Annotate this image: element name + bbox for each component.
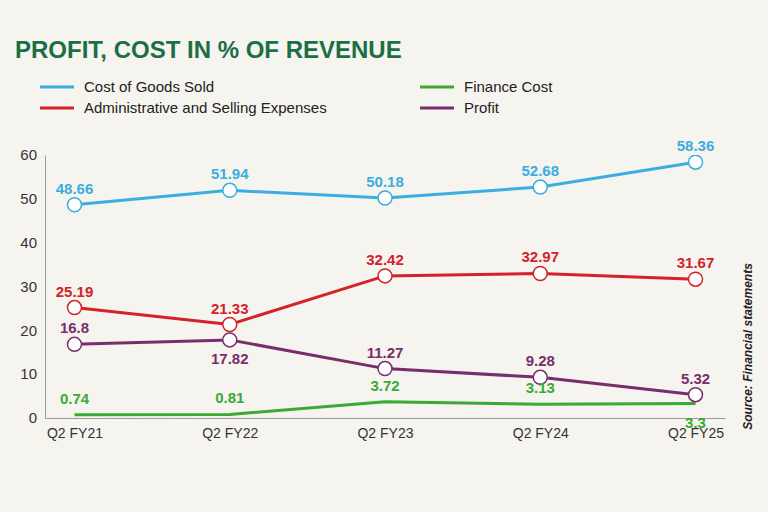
y-tick: 50	[20, 190, 45, 207]
x-tick: Q2 FY21	[47, 418, 103, 441]
source: Source: Financial statements	[741, 263, 755, 430]
legend-label: Profit	[464, 99, 500, 116]
series-marker	[223, 318, 237, 332]
legend: Cost of Goods Sold Administrative and Sel…	[40, 78, 553, 116]
series-marker	[533, 266, 547, 280]
y-tick: 0	[29, 409, 45, 426]
y-tick-label: 20	[20, 322, 37, 339]
y-tick: 20	[20, 322, 45, 339]
series-marker	[689, 388, 703, 402]
x-tick-label: Q2 FY22	[202, 425, 258, 441]
series-marker	[67, 301, 81, 315]
legend-label: Finance Cost	[464, 78, 553, 95]
x-axis: Q2 FY21Q2 FY22Q2 FY23Q2 FY24Q2 FY25	[46, 418, 726, 441]
data-label: 25.19	[56, 283, 94, 300]
data-label: 0.74	[60, 390, 90, 407]
data-label: 3.13	[526, 379, 555, 396]
series-marker	[223, 183, 237, 197]
series-marker	[689, 272, 703, 286]
legend-label: Administrative and Selling Expenses	[84, 99, 327, 116]
y-tick-label: 50	[20, 190, 37, 207]
legend-label: Cost of Goods Sold	[84, 78, 214, 95]
y-tick-label: 0	[29, 409, 37, 426]
data-label: 11.27	[367, 344, 404, 361]
series-marker	[67, 337, 81, 351]
series-line	[74, 340, 695, 395]
legend-swatch	[420, 107, 454, 110]
series-line	[74, 162, 695, 205]
data-label: 58.36	[677, 137, 715, 154]
data-label: 50.18	[366, 173, 404, 190]
data-label: 32.42	[366, 251, 404, 268]
series-marker	[223, 333, 237, 347]
data-label: 17.82	[211, 350, 249, 367]
y-tick-label: 30	[20, 278, 37, 295]
y-tick: 30	[20, 278, 45, 295]
x-tick: Q2 FY24	[513, 418, 569, 441]
data-label: 9.28	[526, 352, 555, 369]
series-marker	[378, 362, 392, 376]
x-tick-label: Q2 FY21	[47, 425, 103, 441]
series-marker	[533, 180, 547, 194]
x-tick: Q2 FY23	[357, 418, 413, 441]
y-tick-label: 10	[20, 365, 37, 382]
y-tick: 40	[20, 234, 45, 251]
x-tick-label: Q2 FY24	[513, 425, 569, 441]
title: PROFIT, COST IN % OF REVENUE	[15, 36, 402, 63]
data-label: 3.3	[685, 414, 706, 431]
x-tick: Q2 FY22	[202, 418, 258, 441]
data-labels: 48.66 51.94 50.18 52.68 58.36 25.19 21.33 32.42…	[56, 137, 715, 430]
y-axis-line	[45, 156, 46, 419]
legend-swatch	[420, 86, 454, 89]
series-marker	[378, 191, 392, 205]
data-label: 16.8	[60, 319, 89, 336]
y-tick-label: 40	[20, 234, 37, 251]
plot-area	[67, 155, 702, 415]
y-tick: 60	[20, 146, 45, 163]
background	[0, 0, 768, 512]
data-label: 31.67	[677, 254, 715, 271]
data-label: 52.68	[521, 162, 559, 179]
x-axis-line	[46, 418, 726, 419]
data-label: 5.32	[681, 370, 710, 387]
data-label: 3.72	[370, 377, 399, 394]
y-tick: 10	[20, 365, 45, 382]
series-marker	[67, 198, 81, 212]
x-tick-label: Q2 FY23	[357, 425, 413, 441]
data-label: 51.94	[211, 165, 249, 182]
legend-swatch	[40, 107, 74, 110]
legend-swatch	[40, 86, 74, 89]
series-line	[74, 402, 695, 415]
data-label: 21.33	[211, 300, 249, 317]
y-tick-label: 60	[20, 146, 37, 163]
chart: PROFIT, COST IN % OF REVENUE Source: Fina…	[0, 0, 768, 512]
series-marker	[689, 155, 703, 169]
data-label: 0.81	[215, 389, 244, 406]
data-label: 48.66	[56, 180, 94, 197]
y-axis: 0 10 20 30 40 50 60	[20, 146, 45, 426]
data-label: 32.97	[521, 248, 559, 265]
series-marker	[378, 269, 392, 283]
